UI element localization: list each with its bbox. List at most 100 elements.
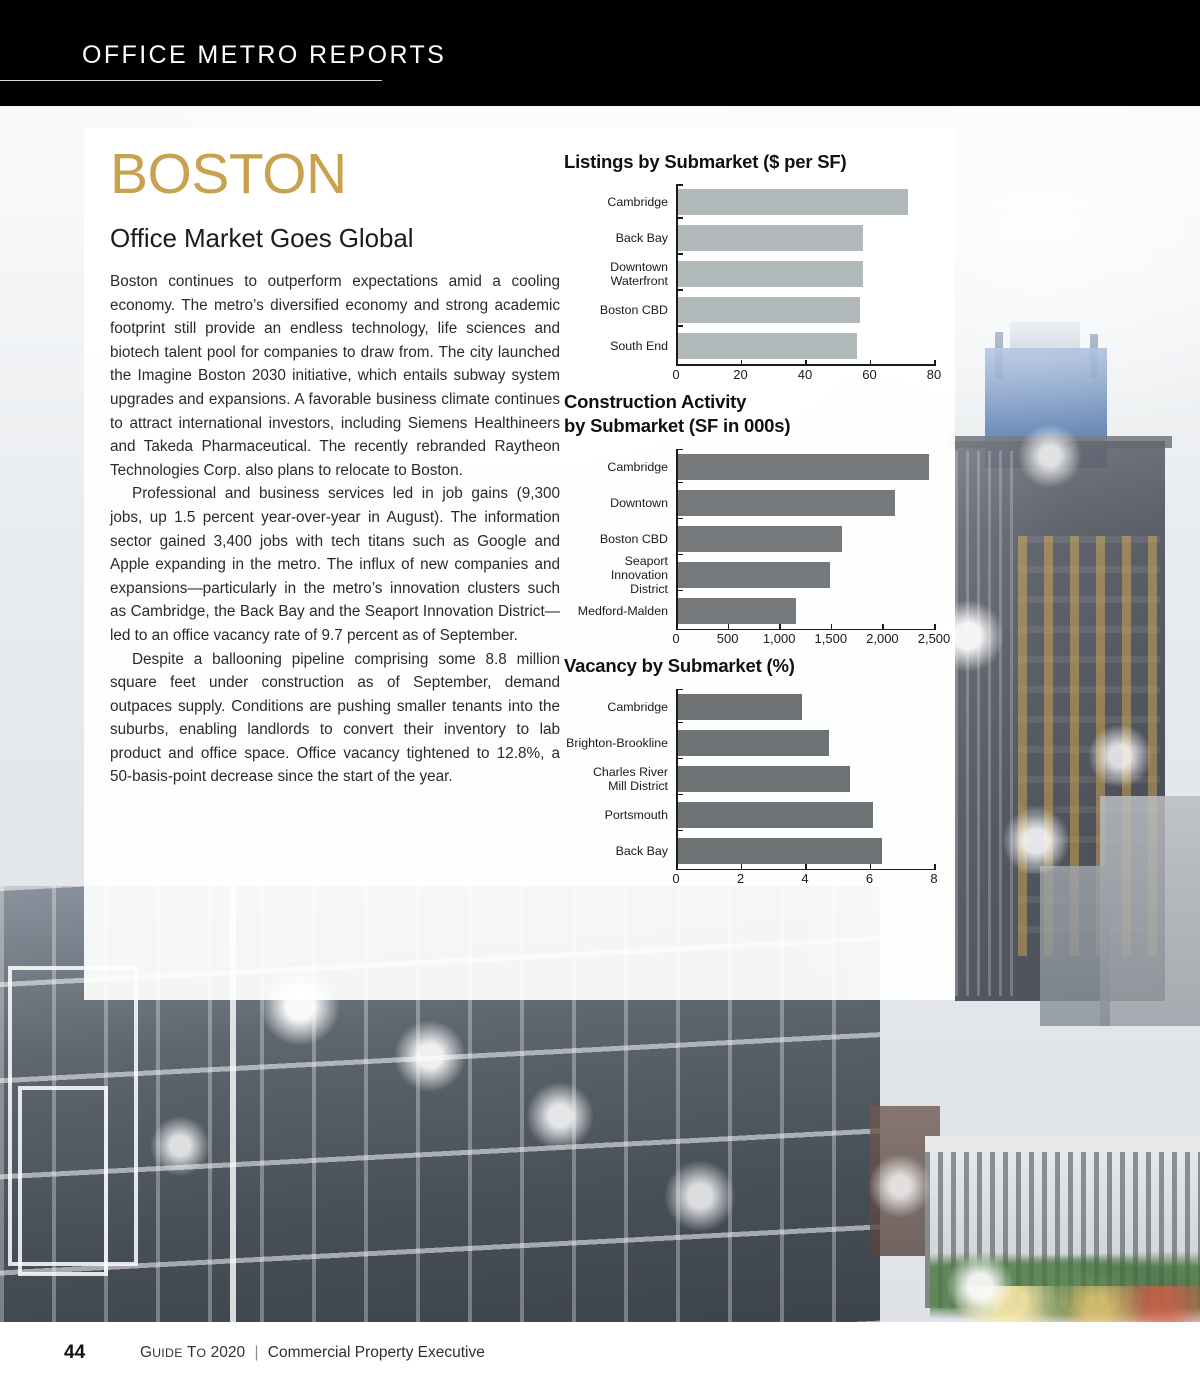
chart-x-tick-mark <box>740 360 743 366</box>
chart-bar-row[interactable]: Boston CBD <box>564 521 934 557</box>
chart-x-tick-mark <box>830 624 833 631</box>
chart-bar-row[interactable]: Downtown <box>564 485 934 521</box>
chart-bar-track <box>676 521 934 557</box>
chart-bar[interactable] <box>676 189 909 216</box>
chart-y-tick <box>676 517 683 520</box>
chart-construction-title-line2: by Submarket (SF in 000s) <box>564 415 791 437</box>
chart-x-axis <box>676 628 934 631</box>
chart-x-tick-mark <box>740 864 743 871</box>
chart-x-tick-mark <box>934 360 936 366</box>
chart-y-tick <box>676 289 683 291</box>
chart-bar-track <box>676 593 934 629</box>
chart-construction-title-line1: Construction Activity <box>564 391 747 412</box>
chart-bar-row[interactable]: Charles River Mill District <box>564 761 934 797</box>
article-paragraph-1: Boston continues to outperform expectati… <box>110 273 560 479</box>
chart-bar-row[interactable]: Cambridge <box>564 689 934 725</box>
chart-y-tick <box>676 217 683 219</box>
chart-bar-row[interactable]: Cambridge <box>564 449 934 485</box>
chart-x-tick-label: 1,500 <box>814 631 848 647</box>
chart-bar-row[interactable]: Seaport Innovation District <box>564 553 934 596</box>
chart-bar-track <box>676 256 934 292</box>
chart-y-tick <box>676 793 683 796</box>
article-paragraph-3: Despite a ballooning pipeline comprising… <box>110 650 560 786</box>
chart-x-tick-label: 6 <box>865 871 874 887</box>
footer-guide-rest: UIDE <box>152 1346 183 1360</box>
chart-x-tick-label: 80 <box>926 367 942 382</box>
chart-bar-track <box>676 797 934 833</box>
chart-bar[interactable] <box>676 561 830 588</box>
footer-guide-lead: G <box>140 1344 153 1361</box>
chart-category-label: Seaport Innovation District <box>610 553 668 596</box>
chart-category-label: Downtown <box>610 495 668 510</box>
chart-category-label: Portsmouth <box>604 807 668 822</box>
page-title: OFFICE METRO REPORTS <box>82 41 447 69</box>
chart-x-tick-mark <box>869 864 872 871</box>
chart-category-label: Cambridge <box>607 195 668 210</box>
chart-rows: Cambridge Back Bay Downtown Waterfront Bosto… <box>564 184 934 365</box>
chart-x-tick-mark <box>869 360 872 366</box>
city-headline: BOSTON <box>110 142 347 206</box>
chart-x-tick-mark <box>805 360 807 366</box>
chart-bar-row[interactable]: South End <box>564 328 934 364</box>
chart-y-tick <box>676 184 683 186</box>
chart-bar[interactable] <box>676 801 873 828</box>
chart-x-tick-label: 2,000 <box>866 631 899 647</box>
chart-x-tick-row: 0 20 40 60 80 <box>672 360 941 384</box>
chart-category-label: Boston CBD <box>599 303 668 318</box>
chart-bar-row[interactable]: Back Bay <box>564 220 934 256</box>
chart-bar-track <box>676 220 934 256</box>
chart-category-label: Brighton-Brookline <box>566 735 668 750</box>
chart-category-label: Cambridge <box>607 459 668 474</box>
chart-y-axis <box>676 448 678 629</box>
chart-bar[interactable] <box>676 837 883 864</box>
chart-bar-row[interactable]: Cambridge <box>564 184 934 220</box>
chart-category-label: Back Bay <box>615 843 668 858</box>
chart-bar-track <box>676 761 934 797</box>
chart-y-tick <box>676 253 683 255</box>
chart-bar-track <box>676 328 934 364</box>
chart-construction-activity: Construction Activity by Submarket (SF i… <box>564 390 950 648</box>
chart-y-tick <box>676 757 683 760</box>
chart-bar-row[interactable]: Medford-Malden <box>564 593 934 629</box>
chart-bar-row[interactable]: Boston CBD <box>564 292 934 328</box>
chart-bar[interactable] <box>676 693 802 720</box>
chart-x-tick-label: 0 <box>672 631 680 647</box>
chart-category-label: Medford-Malden <box>577 603 668 618</box>
chart-x-tick-label: 0 <box>672 871 680 887</box>
chart-bar-row[interactable]: Downtown Waterfront <box>564 256 934 292</box>
article-deck: Office Market Goes Global <box>110 223 414 253</box>
chart-bar[interactable] <box>676 261 864 288</box>
chart-bar[interactable] <box>676 225 864 252</box>
chart-bar-track <box>676 725 934 761</box>
chart-x-tick-mark <box>934 624 936 631</box>
page-footer: 44 GUIDE TO 2020 | Commercial Property E… <box>0 1322 1200 1400</box>
chart-category-label: South End <box>610 339 668 354</box>
chart-x-tick-label: 40 <box>797 367 813 382</box>
charts-column: Listings by Submarket ($ per SF) Cambrid… <box>564 150 950 894</box>
chart-bar[interactable] <box>676 765 851 792</box>
chart-x-tick-label: 8 <box>930 871 938 887</box>
chart-bar[interactable] <box>676 489 895 516</box>
chart-bar[interactable] <box>676 453 929 480</box>
chart-x-tick-mark <box>882 624 884 631</box>
chart-bar[interactable] <box>676 297 860 324</box>
chart-category-label: Charles River Mill District <box>592 764 668 793</box>
article-text-column: BOSTON Office Market Goes Global Boston … <box>110 146 560 789</box>
chart-x-tick-mark <box>727 624 730 631</box>
chart-bar-row[interactable]: Brighton-Brookline <box>564 725 934 761</box>
footer-to-lead: T <box>186 1344 197 1361</box>
chart-bar-row[interactable]: Back Bay <box>564 833 934 869</box>
chart-bar[interactable] <box>676 597 796 624</box>
chart-x-tick-mark <box>779 624 781 631</box>
chart-bar-row[interactable]: Portsmouth <box>564 797 934 833</box>
content-panel: BOSTON Office Market Goes Global Boston … <box>84 128 955 1000</box>
footer-separator: | <box>254 1344 259 1361</box>
chart-bar[interactable] <box>676 333 857 360</box>
chart-y-tick <box>676 448 683 451</box>
chart-bar[interactable] <box>676 729 830 756</box>
chart-bar[interactable] <box>676 525 843 552</box>
chart-x-tick-row: 0 500 1,000 1,500 2,000 2,500 <box>672 624 950 648</box>
chart-bar-track <box>676 689 934 725</box>
chart-bar-track <box>676 184 934 220</box>
chart-listings-by-submarket: Listings by Submarket ($ per SF) Cambrid… <box>564 150 941 384</box>
